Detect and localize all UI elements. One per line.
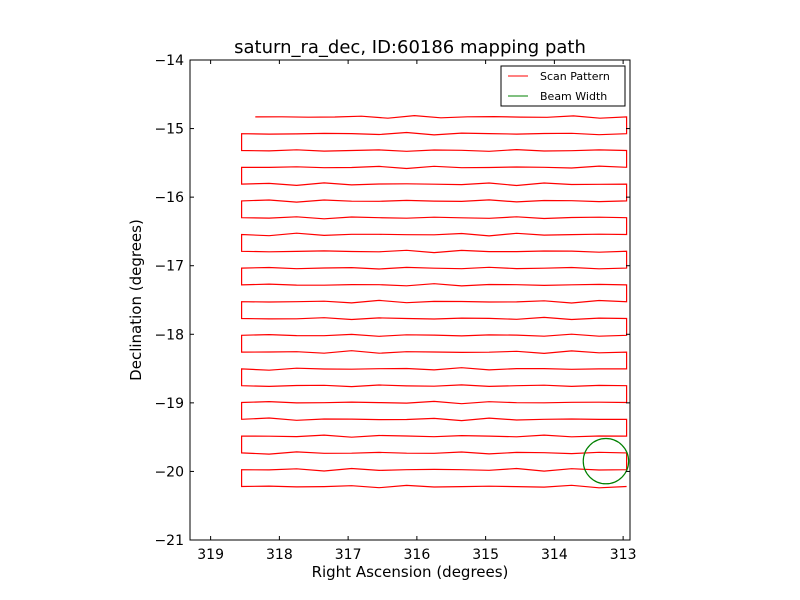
- y-tick-label: −19: [154, 396, 184, 412]
- x-tick-label: 318: [266, 547, 293, 563]
- y-tick-label: −16: [154, 190, 184, 206]
- x-tick-label: 319: [197, 547, 224, 563]
- x-axis: 319 318 317 316 315 314 313: [197, 60, 636, 563]
- beam-width-circle: [582, 437, 630, 485]
- series-layer: [241, 114, 630, 489]
- x-axis-label: Right Ascension (degrees): [312, 563, 509, 581]
- plot-background: [190, 60, 630, 540]
- x-tick-label: 313: [610, 547, 637, 563]
- y-axis: −14 −15 −16 −17 −18 −19 −20 −21: [154, 53, 630, 549]
- y-tick-label: −21: [154, 533, 184, 549]
- y-tick-label: −20: [154, 464, 184, 480]
- x-tick-label: 315: [472, 547, 499, 563]
- plot-area: [189, 59, 631, 541]
- y-tick-label: −17: [154, 259, 184, 275]
- y-axis-label: Declination (degrees): [127, 219, 145, 381]
- y-tick-label: −18: [154, 327, 184, 343]
- scan-pattern-line: [241, 114, 628, 489]
- plot-frame: [189, 59, 631, 541]
- y-tick-label: −14: [154, 53, 184, 69]
- x-tick-label: 317: [335, 547, 362, 563]
- x-tick-label: 316: [404, 547, 431, 563]
- legend-label-beam-width: Beam Width: [540, 90, 607, 103]
- y-tick-label: −15: [154, 122, 184, 138]
- legend: Scan Pattern Beam Width: [500, 65, 626, 107]
- chart-title: saturn_ra_dec, ID:60186 mapping path: [234, 37, 586, 58]
- x-tick-label: 314: [541, 547, 568, 563]
- legend-label-scan-pattern: Scan Pattern: [540, 70, 610, 83]
- legend-frame: [500, 65, 626, 107]
